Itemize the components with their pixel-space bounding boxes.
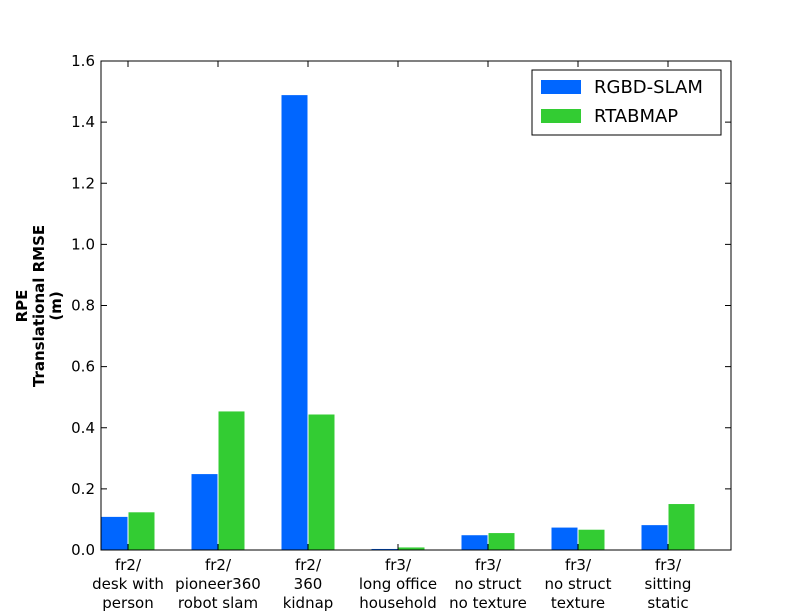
- x-category-label: fr2/: [115, 556, 142, 574]
- x-category-label: fr2/: [295, 556, 322, 574]
- legend-label: RGBD-SLAM: [594, 77, 703, 98]
- bar-rgbd-slam-5: [550, 526, 579, 551]
- y-tick-label: 1.6: [71, 52, 95, 70]
- y-tick-label: 1.4: [71, 113, 95, 131]
- bar-rtabmap-4: [487, 532, 516, 551]
- x-category-label: pioneer360: [175, 575, 261, 593]
- x-category-label: fr3/: [565, 556, 592, 574]
- y-tick-label: 0.4: [71, 419, 95, 437]
- y-tick-label: 0.8: [71, 297, 95, 315]
- y-axis-label-line: RPE: [13, 290, 31, 323]
- x-category-label: 360: [294, 575, 323, 593]
- x-category-label: fr3/: [385, 556, 412, 574]
- x-category-label: robot slam: [178, 594, 258, 612]
- bar-rtabmap-1: [217, 410, 246, 551]
- y-tick-label: 1.2: [71, 174, 95, 192]
- legend: RGBD-SLAM RTABMAP: [531, 69, 722, 136]
- x-category-label: sitting: [645, 575, 692, 593]
- y-tick-label: 0.0: [71, 541, 95, 559]
- x-category-label: no struct: [455, 575, 522, 593]
- y-tick-label: 1.0: [71, 235, 95, 253]
- x-category-label: texture: [551, 594, 605, 612]
- x-category-label: no struct: [545, 575, 612, 593]
- x-category-label: long office: [359, 575, 437, 593]
- y-axis-label-line: Translational RMSE: [30, 225, 48, 387]
- bar-rgbd-slam-1: [190, 473, 219, 551]
- x-category-label: fr2/: [205, 556, 232, 574]
- x-category-label: kidnap: [283, 594, 334, 612]
- bar-rgbd-slam-6: [640, 524, 669, 551]
- y-tick-label: 0.2: [71, 480, 95, 498]
- y-axis-label-line: (m): [47, 291, 65, 320]
- bar-rtabmap-6: [667, 503, 696, 551]
- x-category-label: person: [102, 594, 153, 612]
- y-axis: 0.0 0.2 0.4 0.6 0.8 1.0 1.2 1.4 1.6: [71, 52, 731, 559]
- legend-swatch-rtabmap: [541, 109, 581, 123]
- y-axis-label: RPE Translational RMSE (m): [13, 225, 65, 387]
- bar-rgbd-slam-0: [100, 515, 129, 551]
- legend-swatch-rgbd-slam: [541, 80, 581, 94]
- bar-rgbd-slam-2: [280, 94, 309, 551]
- bar-rtabmap-5: [577, 528, 606, 551]
- bar-rtabmap-0: [127, 511, 156, 551]
- x-category-label: static: [647, 594, 688, 612]
- bars-group: [100, 94, 696, 551]
- bar-rgbd-slam-4: [460, 534, 489, 551]
- y-tick-label: 0.6: [71, 358, 95, 376]
- x-category-label: household: [359, 594, 437, 612]
- x-category-label: desk with: [92, 575, 164, 593]
- legend-label: RTABMAP: [594, 106, 678, 127]
- x-category-label: fr3/: [475, 556, 502, 574]
- x-category-label: fr3/: [655, 556, 682, 574]
- x-category-label: no texture: [449, 594, 527, 612]
- bar-rtabmap-2: [307, 413, 336, 551]
